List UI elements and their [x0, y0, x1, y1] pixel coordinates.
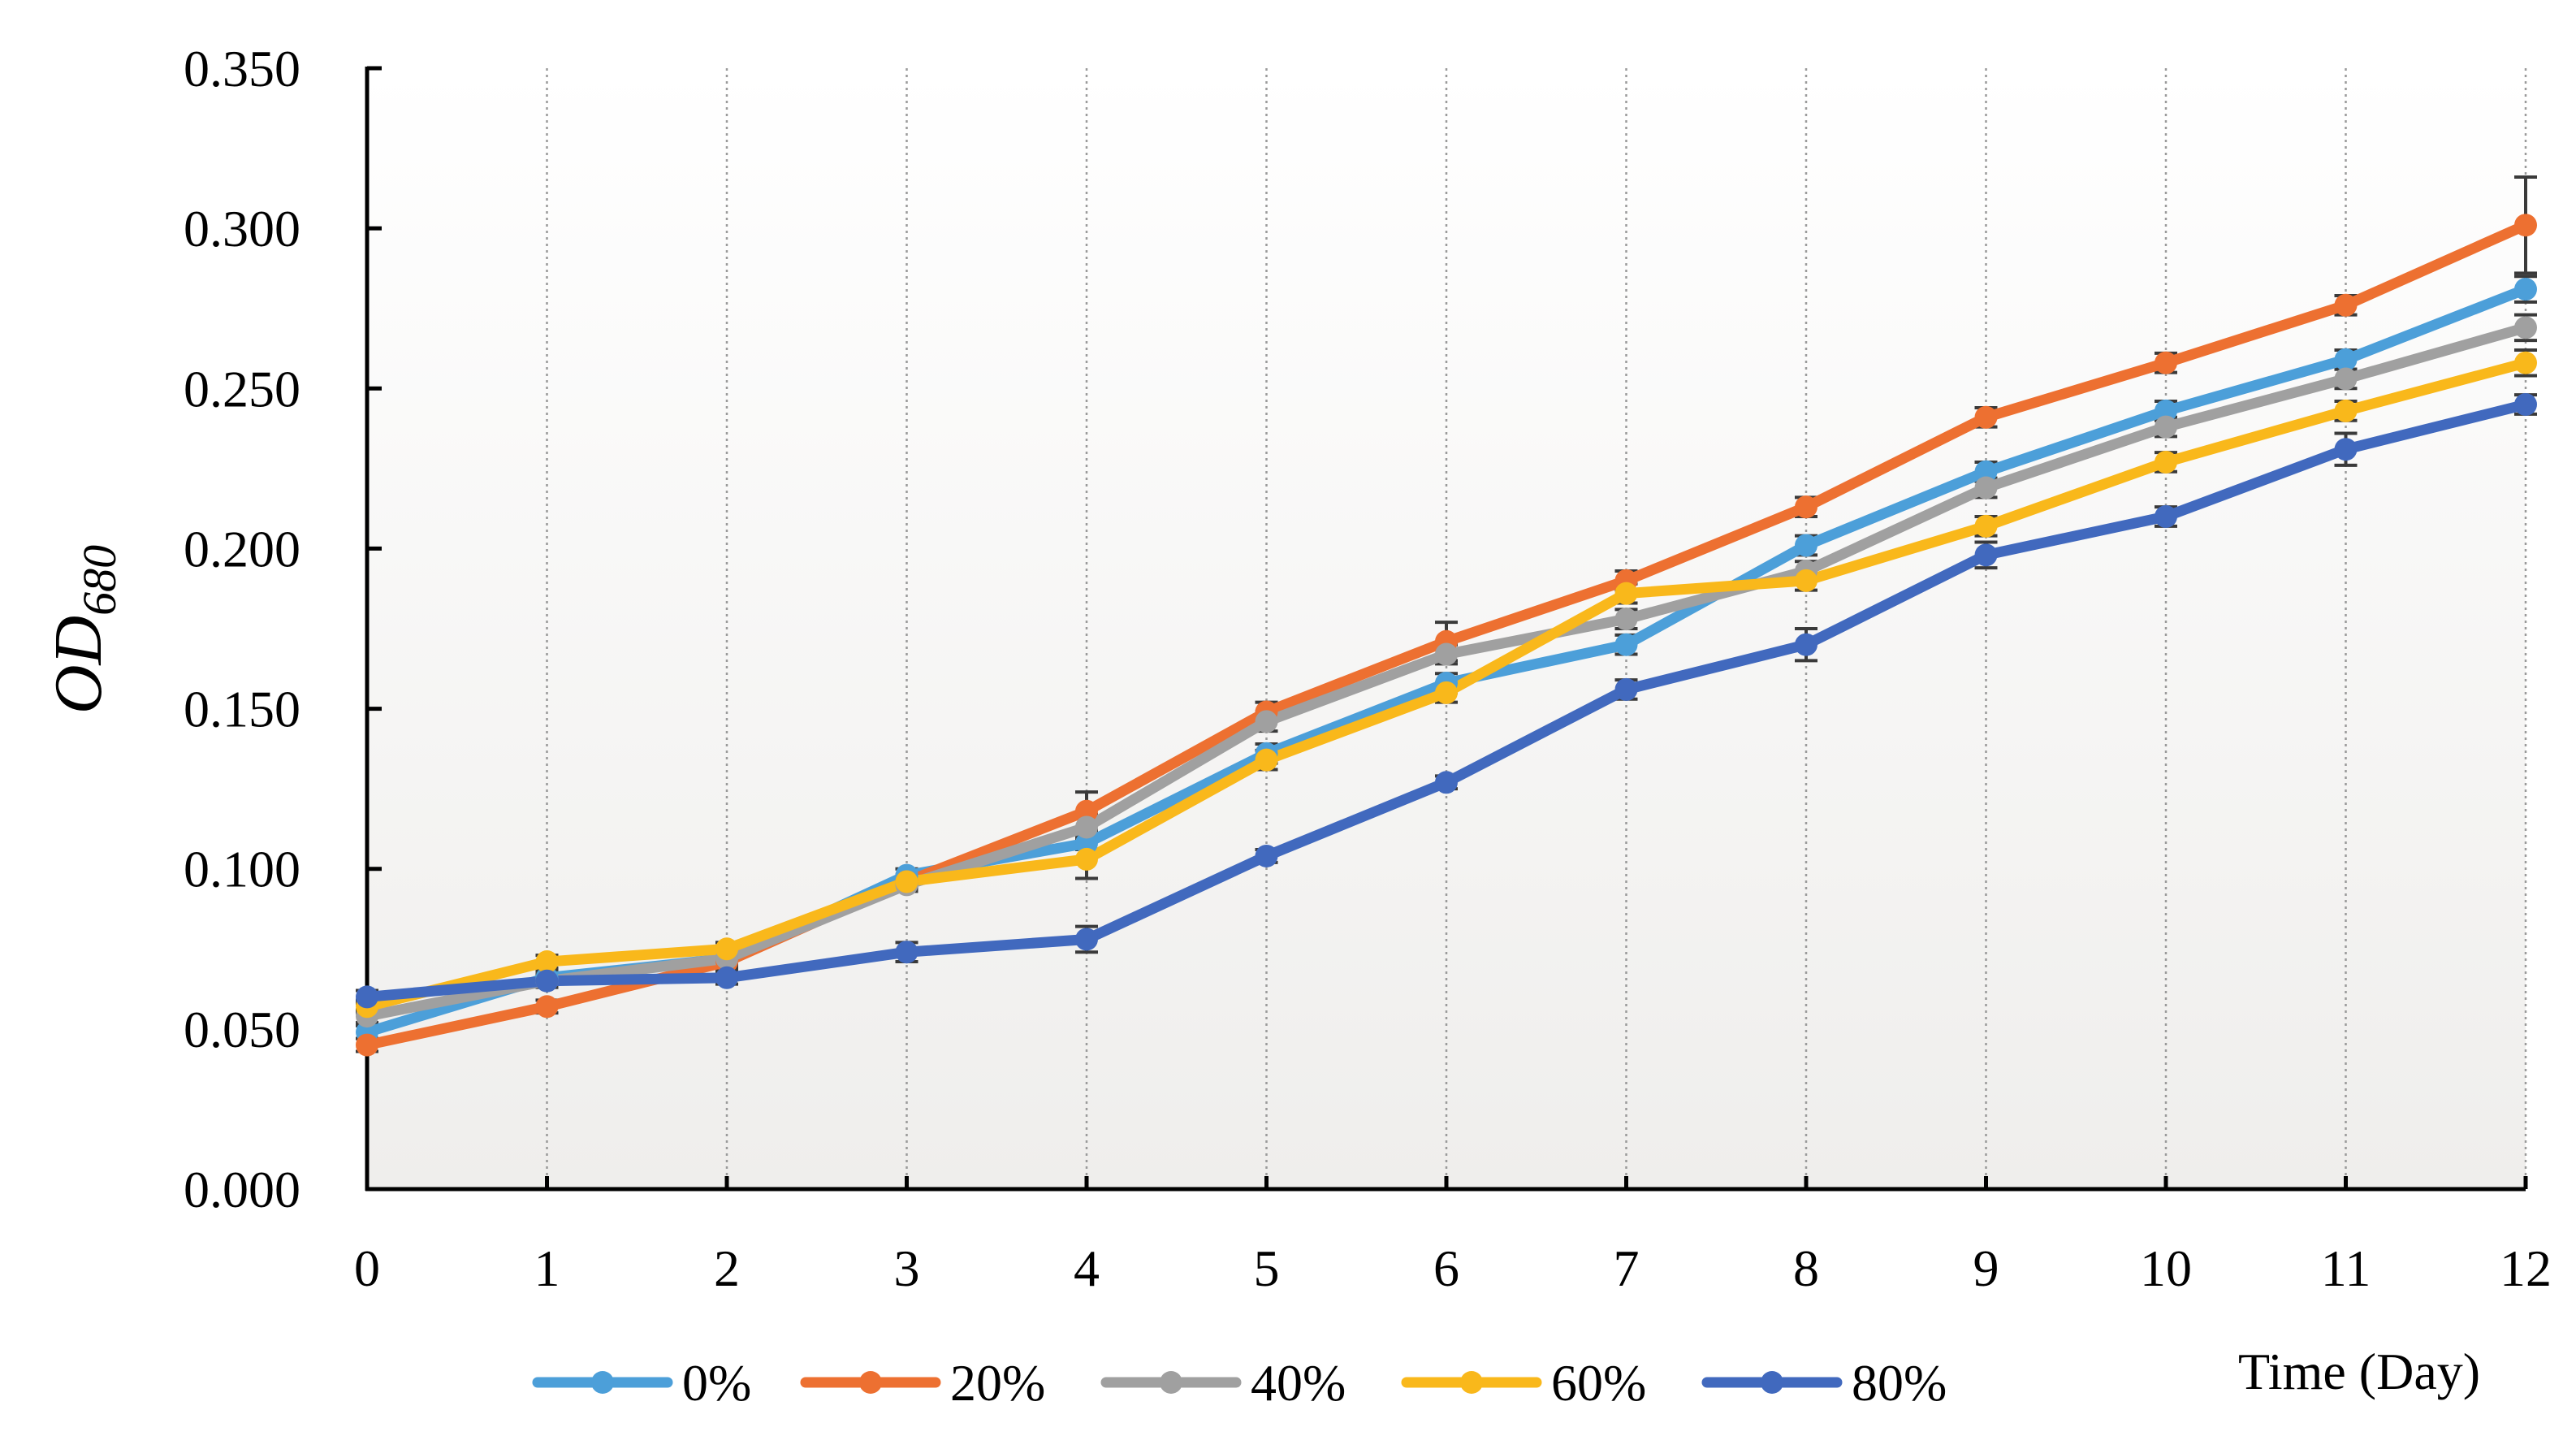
- legend-60pct-marker-swatch: [1460, 1371, 1483, 1394]
- series-40pct-point: [1255, 710, 1278, 733]
- series-0pct-point: [2155, 399, 2177, 422]
- series-0pct-point: [1974, 460, 1998, 483]
- y-tick-label: 0.200: [184, 520, 300, 577]
- series-80pct-point: [356, 985, 378, 1009]
- x-tick-label: 6: [1433, 1239, 1459, 1297]
- legend-0pct-label: 0%: [682, 1354, 751, 1412]
- series-80pct-point: [1255, 844, 1278, 867]
- x-tick-label: 4: [1074, 1239, 1100, 1297]
- series-60pct-point: [2334, 399, 2358, 422]
- y-tick-label: 0.300: [184, 200, 300, 257]
- series-0pct-point: [2514, 278, 2537, 301]
- y-axis-title-subscript: 680: [73, 545, 126, 616]
- series-80pct-point: [1614, 677, 1638, 701]
- x-tick-label: 3: [894, 1239, 920, 1297]
- series-60pct-point: [895, 870, 918, 893]
- legend-60pct-label: 60%: [1551, 1354, 1646, 1412]
- x-tick-label: 8: [1793, 1239, 1819, 1297]
- x-tick-label: 7: [1614, 1239, 1640, 1297]
- x-tick-label: 5: [1254, 1239, 1280, 1297]
- series-60pct-point: [1435, 681, 1458, 704]
- series-40pct-point: [1075, 815, 1098, 839]
- legend-80pct-marker-swatch: [1761, 1371, 1783, 1394]
- series-20pct-point: [1974, 405, 1998, 429]
- series-40pct-point: [2155, 415, 2177, 439]
- series-40pct-point: [1614, 608, 1638, 631]
- series-20pct-point: [2514, 214, 2537, 237]
- series-20pct-point: [2155, 351, 2177, 374]
- x-tick-label: 9: [1973, 1239, 1999, 1297]
- x-axis-title: Time (Day): [2238, 1343, 2480, 1400]
- x-tick-label: 12: [2500, 1239, 2552, 1297]
- series-0pct-point: [2334, 348, 2358, 371]
- series-80pct-point: [2334, 438, 2358, 461]
- legend-40pct-label: 40%: [1251, 1354, 1346, 1412]
- series-80pct-point: [715, 966, 738, 989]
- series-0pct-point: [1795, 534, 1817, 557]
- series-80pct-point: [2514, 393, 2537, 416]
- x-tick-label: 0: [354, 1239, 380, 1297]
- y-axis-title: OD680: [41, 545, 126, 714]
- series-0pct-point: [1075, 832, 1098, 855]
- series-60pct-point: [2514, 351, 2537, 374]
- series-20pct-point: [356, 1033, 378, 1057]
- series-40pct-point: [1435, 642, 1458, 666]
- y-tick-label: 0.250: [184, 360, 300, 417]
- series-80pct-point: [895, 941, 918, 964]
- series-20pct-point: [535, 995, 559, 1019]
- series-40pct-point: [2334, 367, 2358, 391]
- y-tick-label: 0.050: [184, 1001, 300, 1058]
- series-20pct-point: [1075, 799, 1098, 823]
- series-80pct-point: [1974, 543, 1998, 567]
- series-60pct-point: [1614, 582, 1638, 605]
- legend-20pct-marker-swatch: [859, 1371, 882, 1394]
- x-tick-label: 2: [714, 1239, 740, 1297]
- series-60pct-point: [715, 937, 738, 961]
- x-tick-label: 1: [534, 1239, 560, 1297]
- y-tick-label: 0.150: [184, 681, 300, 738]
- series-80pct-point: [1795, 633, 1817, 656]
- legend-80pct-label: 80%: [1852, 1354, 1947, 1412]
- series-60pct-point: [1075, 847, 1098, 871]
- series-20pct-point: [1795, 495, 1817, 519]
- y-tick-label: 0.100: [184, 841, 300, 898]
- series-80pct-point: [535, 969, 559, 993]
- series-40pct-point: [2514, 316, 2537, 340]
- series-0pct-point: [1614, 633, 1638, 656]
- series-80pct-point: [2155, 505, 2177, 528]
- series-80pct-point: [1435, 771, 1458, 794]
- series-40pct-point: [1974, 476, 1998, 500]
- series-20pct-point: [2334, 293, 2358, 317]
- series-60pct-point: [1974, 514, 1998, 538]
- legend-0pct-marker-swatch: [591, 1371, 614, 1394]
- y-axis-title-main: OD: [41, 616, 116, 714]
- legend-20pct-label: 20%: [950, 1354, 1045, 1412]
- series-60pct-point: [1795, 569, 1817, 592]
- y-tick-label: 0.000: [184, 1161, 300, 1218]
- series-60pct-point: [535, 950, 559, 974]
- series-60pct-point: [1255, 748, 1278, 772]
- x-tick-label: 11: [2321, 1239, 2371, 1297]
- series-80pct-point: [1075, 928, 1098, 951]
- legend-40pct-marker-swatch: [1160, 1371, 1182, 1394]
- y-tick-label: 0.350: [184, 40, 300, 97]
- x-tick-label: 10: [2140, 1239, 2192, 1297]
- series-60pct-point: [2155, 450, 2177, 474]
